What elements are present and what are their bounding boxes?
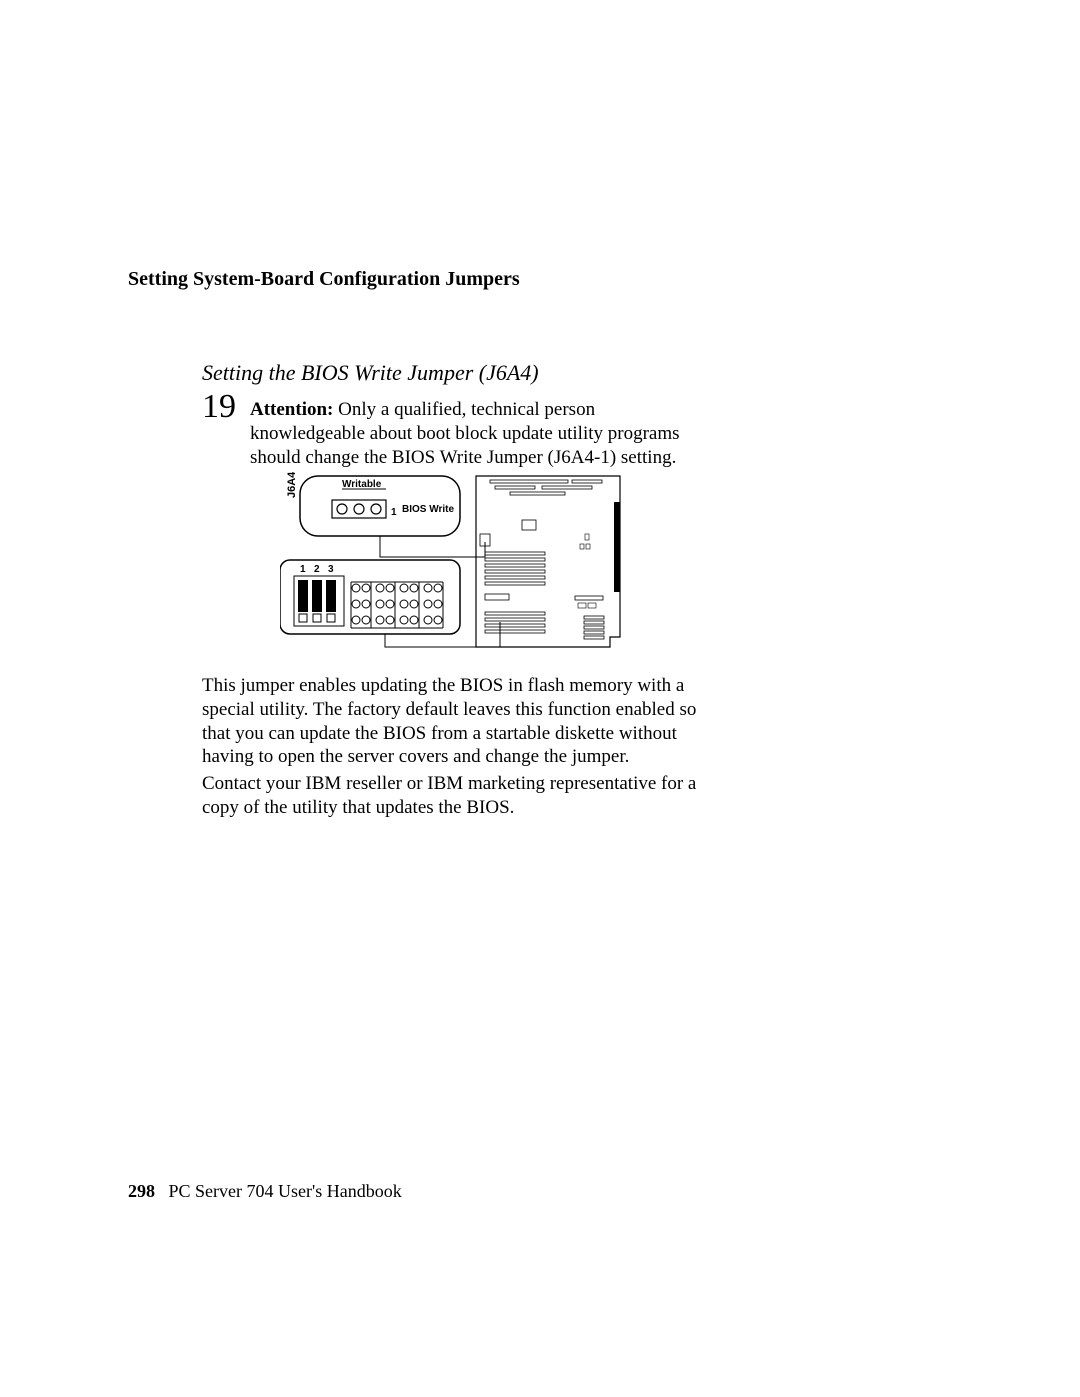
jumper-sq-2 [313,614,321,622]
callout-right-label: BIOS Write [402,504,454,515]
jumper-bar-1 [298,580,308,612]
callout-leader [380,536,485,557]
slot-bank-left [485,552,545,600]
jumper-block: 1 2 3 [280,560,460,634]
callout-pin1-label: 1 [391,507,397,518]
jumper-bar-3 [326,580,336,612]
section-title: Setting the BIOS Write Jumper (J6A4) [202,360,539,386]
jumper-num-3: 3 [328,564,334,575]
callout-top-label: Writable [342,479,382,490]
page-footer: 298 PC Server 704 User's Handbook [128,1181,402,1202]
connector-grid [351,582,443,628]
running-head: Setting System-Board Configuration Jumpe… [128,268,520,291]
callout-block: J6A4 Writable 1 BIOS Write [286,472,460,536]
pin-box [332,500,386,518]
step-number: 19 [202,388,236,426]
diagram-svg: J6A4 Writable 1 BIOS Write [280,472,650,652]
attention-label: Attention: [250,399,333,420]
body-paragraph-1: This jumper enables updating the BIOS in… [202,674,702,769]
footer-book-title: PC Server 704 User's Handbook [169,1181,402,1201]
board [476,476,620,647]
body-paragraph-2: Contact your IBM reseller or IBM marketi… [202,772,702,820]
jumper-num-2: 2 [314,564,320,575]
page: Setting System-Board Configuration Jumpe… [0,0,1080,1397]
jumper-num-1: 1 [300,564,306,575]
jumper-sq-3 [327,614,335,622]
jumper-bar-2 [312,580,322,612]
attention-paragraph: Attention: Only a qualified, technical p… [250,398,710,469]
jumper-sq-1 [299,614,307,622]
callout-side-label: J6A4 [286,472,298,498]
jumper-diagram: J6A4 Writable 1 BIOS Write [280,472,650,652]
board-edge-connector [614,502,620,592]
page-number: 298 [128,1181,155,1201]
